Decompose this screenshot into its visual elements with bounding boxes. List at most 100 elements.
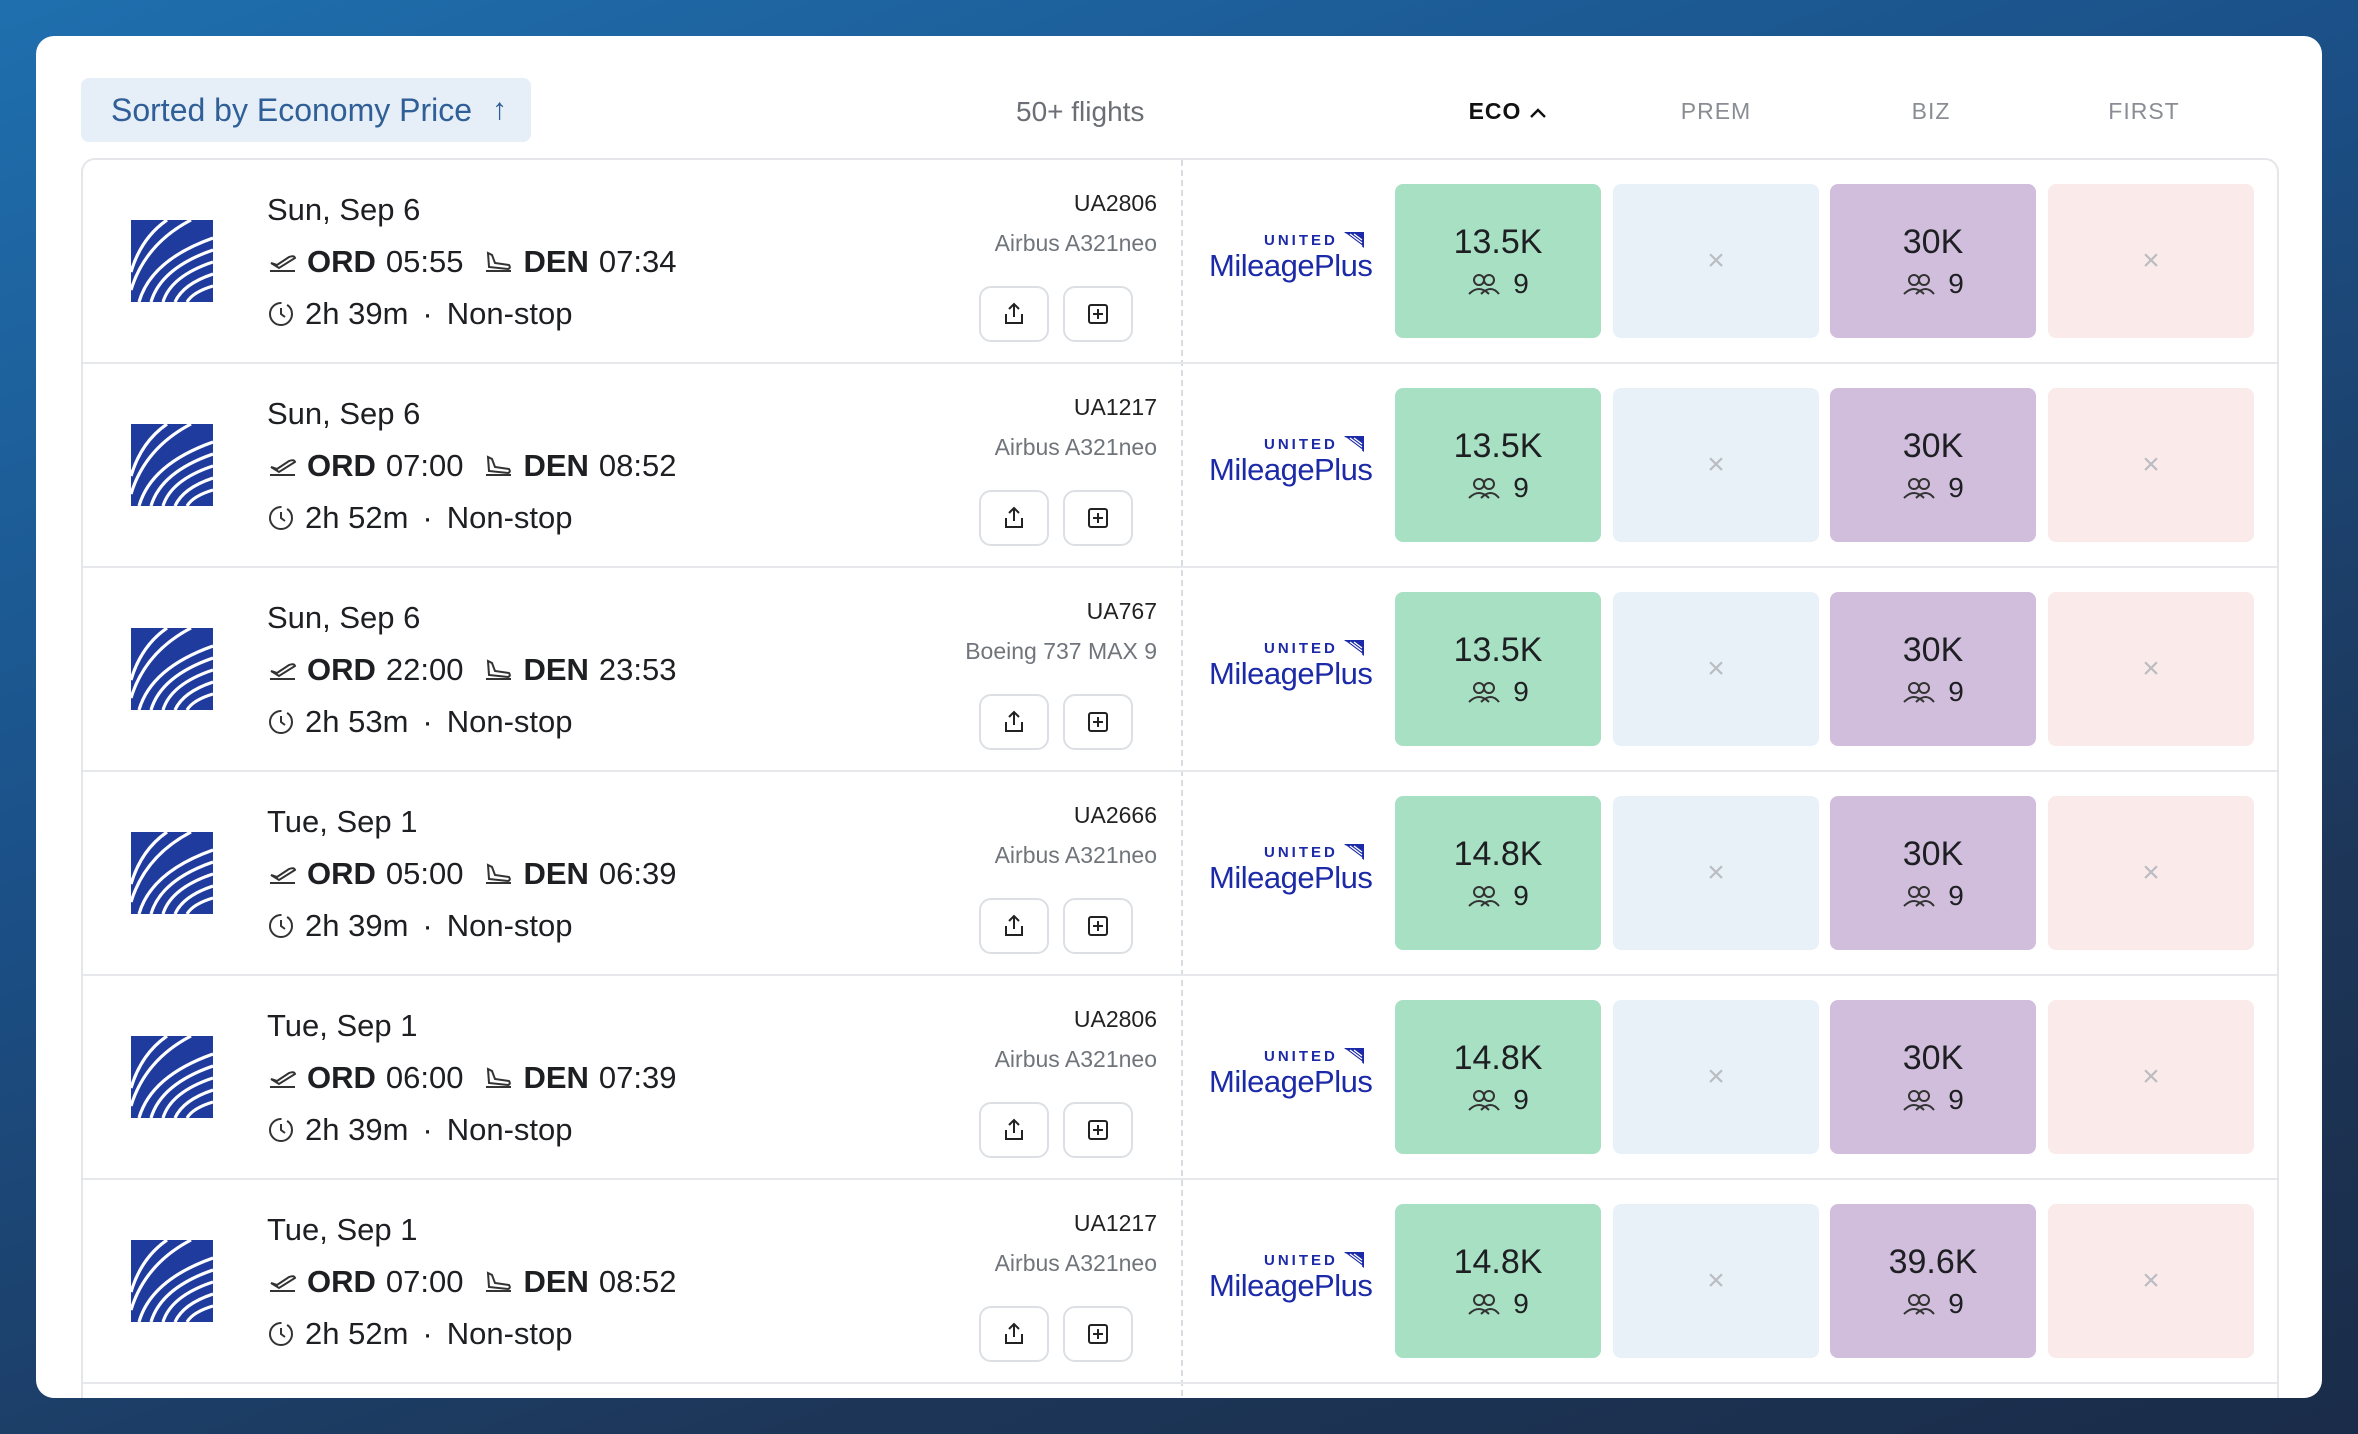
column-header-biz[interactable]: BIZ bbox=[1911, 98, 1951, 124]
share-icon bbox=[1005, 914, 1023, 936]
flight-row[interactable]: Sun, Sep 6 ORD 22:00 DEN 23:53 2h 53m · Non-… bbox=[83, 568, 2277, 772]
united-flag-icon bbox=[1344, 436, 1364, 452]
flight-duration: 2h 39m · Non-stop bbox=[267, 1112, 573, 1148]
column-header-prem[interactable]: PREM bbox=[1680, 98, 1752, 124]
share-button[interactable] bbox=[979, 898, 1049, 954]
seat-count: 9 bbox=[1467, 472, 1529, 504]
fare-biz[interactable]: 30K 9 bbox=[1830, 184, 2036, 338]
seats-icon bbox=[1468, 681, 1500, 703]
seats-icon bbox=[1903, 1293, 1935, 1315]
seats-icon bbox=[1468, 477, 1500, 499]
flight-row[interactable]: Tue, Sep 1 ORD 05:00 DEN 06:39 2h 39m · Non-… bbox=[83, 772, 2277, 976]
flight-route: ORD 07:00 DEN 08:52 bbox=[267, 448, 677, 484]
flight-date: Tue, Sep 1 bbox=[267, 804, 418, 839]
clock-icon bbox=[269, 506, 293, 530]
add-button[interactable] bbox=[1063, 694, 1133, 750]
seat-count: 9 bbox=[1902, 268, 1964, 300]
fare-eco[interactable]: 14.8K 9 bbox=[1395, 796, 1601, 950]
aircraft-type: Airbus A321neo bbox=[994, 230, 1157, 256]
takeoff-icon bbox=[270, 255, 297, 272]
flight-duration: 2h 52m · Non-stop bbox=[267, 1316, 573, 1352]
flight-number: UA2666 bbox=[1073, 802, 1157, 828]
fare-biz[interactable]: 30K 9 bbox=[1830, 388, 2036, 542]
departure-time: 07:00 bbox=[385, 448, 464, 483]
fare-price: 39.6K bbox=[1888, 1242, 1978, 1281]
fare-eco[interactable]: 13.5K 9 bbox=[1395, 388, 1601, 542]
arrival-time: 08:52 bbox=[598, 1264, 677, 1299]
origin-airport: ORD bbox=[307, 1060, 376, 1095]
sort-label: Sorted by Economy Price bbox=[111, 91, 473, 128]
flight-row[interactable]: Tue, Sep 1 ORD 06:00 DEN 07:39 2h 39m · Non-… bbox=[83, 976, 2277, 1180]
arrival-time: 08:52 bbox=[598, 448, 677, 483]
column-header-first[interactable]: FIRST bbox=[2108, 98, 2180, 124]
aircraft-type: Airbus A321neo bbox=[994, 1046, 1157, 1072]
arrival-time: 07:39 bbox=[598, 1060, 677, 1095]
flight-row[interactable]: Sun, Sep 6 ORD 05:55 DEN 07:34 2h 39m · Non-… bbox=[83, 160, 2277, 364]
arrival-time: 06:39 bbox=[598, 856, 677, 891]
stops-text: Non-stop bbox=[446, 1112, 573, 1147]
fare-eco[interactable]: 14.8K 9 bbox=[1395, 1204, 1601, 1358]
destination-airport: DEN bbox=[523, 652, 589, 687]
flight-number: UA767 bbox=[1086, 598, 1157, 624]
aircraft-type: Airbus A321neo bbox=[994, 1250, 1157, 1276]
column-label-eco: ECO bbox=[1468, 98, 1522, 124]
united-flag-icon bbox=[1344, 1048, 1364, 1064]
close-icon: × bbox=[2142, 244, 2160, 277]
united-globe-icon bbox=[131, 832, 213, 914]
fare-eco[interactable]: 13.5K 9 bbox=[1395, 184, 1601, 338]
share-button[interactable] bbox=[979, 694, 1049, 750]
close-icon: × bbox=[1707, 1060, 1725, 1093]
program-name: MileagePlus bbox=[1209, 452, 1373, 487]
fare-eco[interactable]: 14.8K 9 bbox=[1395, 1000, 1601, 1154]
add-icon bbox=[1088, 916, 1108, 936]
mileageplus-logo: UNITED MileagePlus bbox=[1209, 436, 1373, 500]
add-button[interactable] bbox=[1063, 898, 1133, 954]
fare-biz[interactable]: 30K 9 bbox=[1830, 592, 2036, 746]
stops-text: Non-stop bbox=[446, 908, 573, 943]
share-button[interactable] bbox=[979, 490, 1049, 546]
share-icon bbox=[1005, 506, 1023, 528]
sort-button[interactable]: Sorted by Economy Price ↑ bbox=[81, 78, 531, 142]
fare-prem: × bbox=[1613, 388, 1819, 542]
add-icon bbox=[1088, 1120, 1108, 1140]
add-button[interactable] bbox=[1063, 1306, 1133, 1362]
fare-biz[interactable]: 30K 9 bbox=[1830, 796, 2036, 950]
united-flag-icon bbox=[1344, 640, 1364, 656]
destination-airport: DEN bbox=[523, 448, 589, 483]
flight-row[interactable]: Tue, Sep 1 ORD 07:00 DEN 08:52 2h 52m · Non-… bbox=[83, 1180, 2277, 1384]
united-globe-icon bbox=[131, 628, 213, 710]
fare-prem: × bbox=[1613, 796, 1819, 950]
close-icon: × bbox=[2142, 652, 2160, 685]
add-button[interactable] bbox=[1063, 490, 1133, 546]
results-panel: Sorted by Economy Price ↑ 50+ flights EC… bbox=[36, 36, 2322, 1398]
column-header-eco[interactable]: ECO bbox=[1408, 98, 1608, 125]
add-icon bbox=[1088, 1324, 1108, 1344]
share-icon bbox=[1005, 1322, 1023, 1344]
departure-time: 06:00 bbox=[385, 1060, 464, 1095]
fare-prem: × bbox=[1613, 1000, 1819, 1154]
share-icon bbox=[1005, 710, 1023, 732]
share-button[interactable] bbox=[979, 286, 1049, 342]
fare-eco[interactable]: 13.5K 9 bbox=[1395, 592, 1601, 746]
fare-biz[interactable]: 30K 9 bbox=[1830, 1000, 2036, 1154]
flight-row[interactable]: Sun, Sep 6 ORD 07:00 DEN 08:52 2h 52m · Non-… bbox=[83, 364, 2277, 568]
program-brand: UNITED bbox=[1264, 844, 1338, 861]
program-name: MileagePlus bbox=[1209, 656, 1373, 691]
duration-text: 2h 39m bbox=[305, 908, 409, 943]
stops-text: Non-stop bbox=[446, 296, 573, 331]
fare-biz[interactable]: 39.6K 9 bbox=[1830, 1204, 2036, 1358]
duration-text: 2h 39m bbox=[305, 1112, 409, 1147]
add-icon bbox=[1088, 508, 1108, 528]
share-button[interactable] bbox=[979, 1306, 1049, 1362]
flight-list: Sun, Sep 6 ORD 05:55 DEN 07:34 2h 39m · Non-… bbox=[81, 158, 2279, 1398]
add-button[interactable] bbox=[1063, 286, 1133, 342]
flight-duration: 2h 39m · Non-stop bbox=[267, 908, 573, 944]
fare-price: 14.8K bbox=[1453, 1038, 1543, 1077]
share-button[interactable] bbox=[979, 1102, 1049, 1158]
add-button[interactable] bbox=[1063, 1102, 1133, 1158]
landing-icon bbox=[486, 251, 512, 272]
fare-price: 13.5K bbox=[1453, 222, 1543, 261]
program-brand: UNITED bbox=[1264, 1252, 1338, 1269]
flight-date: Tue, Sep 1 bbox=[267, 1212, 418, 1247]
seat-count: 9 bbox=[1902, 676, 1964, 708]
